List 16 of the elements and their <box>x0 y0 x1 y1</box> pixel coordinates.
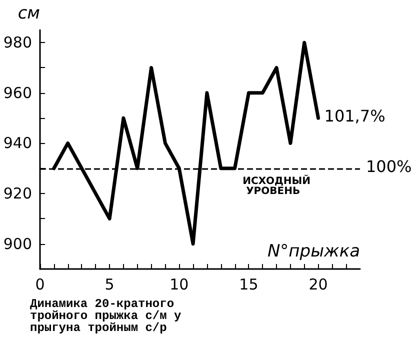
y-tick-label: 980 <box>3 34 32 52</box>
x-tick-label: 20 <box>308 276 328 294</box>
x-tick-label: 15 <box>239 276 258 294</box>
y-tick-label: 960 <box>3 84 32 102</box>
y-axis-title: см <box>18 4 40 24</box>
annotation: ИСХОДНЫЙ УРОВЕНЬ <box>242 174 311 197</box>
x-tick-label: 5 <box>104 276 114 294</box>
text: Динамика 20-кратного тройного прыжка с/м у прыгуна тройным с/р <box>30 297 188 335</box>
y-tick-label: 940 <box>3 134 32 152</box>
x-tick-label: 10 <box>170 276 189 294</box>
annotation: 101,7% <box>324 106 386 126</box>
text: 100% <box>366 156 412 176</box>
y-tick-label: 920 <box>3 184 32 203</box>
x-tick-label: 0 <box>35 276 45 294</box>
x-axis-title: N°прыжка <box>267 242 360 262</box>
y-tick-label: 900 <box>3 234 32 253</box>
